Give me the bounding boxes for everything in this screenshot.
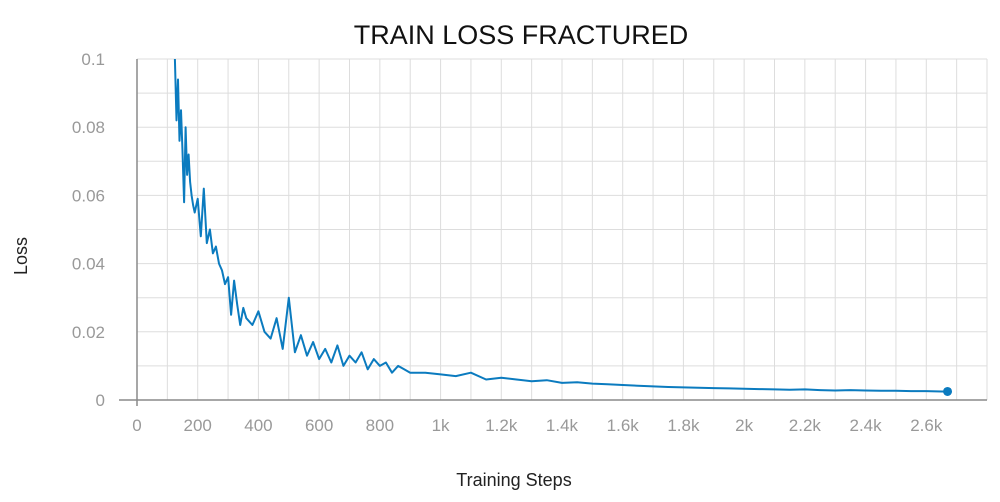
y-axis-title: Loss (11, 237, 31, 275)
axes (119, 59, 987, 406)
y-tick-label: 0.04 (72, 255, 105, 274)
series-group (173, 58, 953, 396)
x-tick-label: 2.6k (910, 416, 943, 435)
y-tick-label: 0 (96, 391, 105, 410)
x-tick-label: 2.4k (850, 416, 883, 435)
x-tick-label: 600 (305, 416, 333, 435)
y-tick-label: 0.08 (72, 118, 105, 137)
series-end-point (943, 386, 953, 396)
y-tick-label: 0.06 (72, 186, 105, 205)
x-tick-label: 2.2k (789, 416, 822, 435)
x-tick-label: 1k (432, 416, 450, 435)
x-tick-label: 0 (132, 416, 141, 435)
x-tick-label: 200 (184, 416, 212, 435)
x-tick-label: 2k (735, 416, 753, 435)
y-tick-label: 0.02 (72, 323, 105, 342)
x-axis-title: Training Steps (456, 470, 571, 490)
y-tick-labels: 0 0.02 0.04 0.06 0.08 0.1 (72, 50, 105, 410)
chart-title: TRAIN LOSS FRACTURED (354, 20, 689, 50)
x-tick-labels: 0 200 400 600 800 1k 1.2k 1.4k 1.6k 1.8k 2k 2.2k 2.4… (132, 416, 943, 435)
x-tick-label: 1.4k (546, 416, 579, 435)
loss-series-line (173, 58, 948, 393)
x-tick-label: 400 (244, 416, 272, 435)
x-tick-label: 800 (366, 416, 394, 435)
y-tick-label: 0.1 (81, 50, 105, 69)
x-tick-label: 1.6k (607, 416, 640, 435)
x-tick-label: 1.8k (667, 416, 700, 435)
x-tick-label: 1.2k (485, 416, 518, 435)
grid (137, 58, 988, 400)
